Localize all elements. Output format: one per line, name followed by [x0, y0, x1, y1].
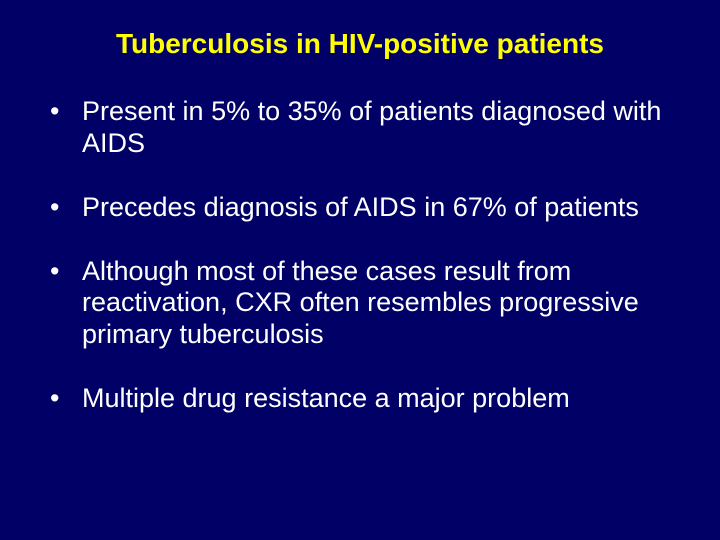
list-item: Precedes diagnosis of AIDS in 67% of pat…	[36, 192, 684, 224]
list-item: Multiple drug resistance a major problem	[36, 383, 684, 415]
list-item: Present in 5% to 35% of patients diagnos…	[36, 96, 684, 160]
bullet-list: Present in 5% to 35% of patients diagnos…	[36, 96, 684, 415]
slide-title: Tuberculosis in HIV-positive patients	[36, 28, 684, 60]
list-item: Although most of these cases result from…	[36, 256, 684, 352]
